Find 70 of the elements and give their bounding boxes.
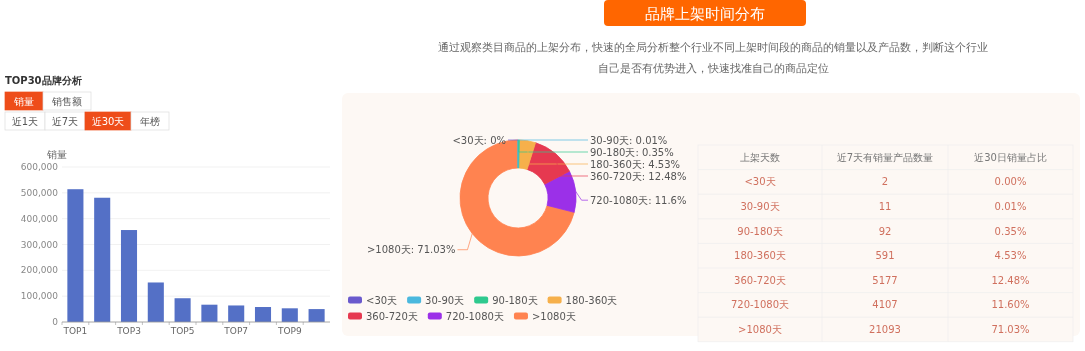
bar xyxy=(67,189,84,322)
y-tick-label: 500,000 xyxy=(20,187,59,198)
text: 近1天 xyxy=(11,115,39,127)
data-label: 92 xyxy=(878,225,892,237)
chart-title: TOP30品牌分析 xyxy=(5,75,82,86)
bar xyxy=(281,308,298,322)
x-tick-label: TOP5 xyxy=(169,326,195,336)
category-label: 30-90天 xyxy=(740,201,780,212)
text: 近7天 xyxy=(51,115,79,127)
x-tick-label: TOP9 xyxy=(276,326,302,336)
data-label: 591 xyxy=(875,250,895,262)
text: 上架天数 xyxy=(740,151,780,163)
bar xyxy=(174,298,191,322)
text: 近30日销量占比 xyxy=(974,151,1047,163)
data-label: 90-180天: 0.35% xyxy=(590,146,674,158)
data-label: 0.00% xyxy=(994,176,1027,188)
y-axis-title: 销量 xyxy=(46,149,67,160)
x-tick-label: TOP1 xyxy=(62,326,88,336)
data-label: 0.35% xyxy=(994,225,1027,237)
text: 通过观察类目商品的上架分布，快速的全局分析整个行业不同上架时间段的商品的销量以及产品数，判断这个行业自己是否有优势进入，快速找准自己的商品定位 xyxy=(438,41,988,75)
legend-label: <30天 xyxy=(366,294,398,306)
data-label: 30-90天: 0.01% xyxy=(590,134,668,146)
bar xyxy=(120,230,138,322)
data-label: 360-720天: 12.48% xyxy=(590,170,687,182)
data-label: 180-360天: 4.53% xyxy=(590,158,681,170)
text: <30天: 0% xyxy=(452,134,506,146)
legend-label: 30-90天 xyxy=(425,294,465,306)
category-label: >1080天 xyxy=(738,324,782,335)
text: 销量 xyxy=(13,95,34,107)
bar xyxy=(94,197,111,322)
data-label: 0.01% xyxy=(994,201,1027,212)
text: 销售额 xyxy=(51,95,82,107)
category-label: <30天 xyxy=(744,176,776,188)
data-label: 11 xyxy=(878,201,892,212)
y-tick-label: 300,000 xyxy=(20,239,59,250)
y-tick-label: 600,000 xyxy=(20,162,59,172)
category-label: 360-720天 xyxy=(734,274,786,286)
data-label: 2 xyxy=(881,176,889,188)
bar xyxy=(254,307,272,322)
data-label: 4107 xyxy=(872,299,898,311)
data-label: 4.53% xyxy=(994,250,1027,262)
bar xyxy=(147,282,164,322)
legend-label: 360-720天 xyxy=(366,310,418,322)
data-label: 12.48% xyxy=(991,274,1030,286)
bar xyxy=(201,304,218,322)
data-label: 71.03% xyxy=(991,324,1030,335)
legend-label: 90-180天 xyxy=(492,294,538,306)
data-label: 21093 xyxy=(869,324,901,335)
y-tick-label: 100,000 xyxy=(20,291,59,302)
text: 近30天 xyxy=(91,115,125,127)
series-label: 近7天有销量产品数量 xyxy=(836,151,934,163)
text: 年榜 xyxy=(140,115,160,127)
data-label: 11.60% xyxy=(991,299,1030,311)
category-label: 180-360天 xyxy=(734,250,786,262)
y-tick-label: 0 xyxy=(52,317,59,327)
x-tick-label: TOP3 xyxy=(116,326,141,336)
data-label: 5177 xyxy=(872,274,898,286)
legend-label: 720-1080天 xyxy=(445,310,504,322)
x-tick-label: TOP7 xyxy=(223,326,249,336)
data-label: >1080天: 71.03% xyxy=(366,244,456,256)
data-label: 720-1080天: 11.6% xyxy=(590,194,687,206)
category-label: 90-180天 xyxy=(737,225,783,237)
bar xyxy=(308,309,325,322)
y-tick-label: 400,000 xyxy=(20,213,59,224)
legend-label: >1080天 xyxy=(531,310,576,322)
legend-label: 180-360天 xyxy=(565,294,618,306)
text: 品牌上架时间分布 xyxy=(645,5,765,23)
y-tick-label: 200,000 xyxy=(20,265,59,276)
bar xyxy=(228,305,245,322)
category-label: 720-1080天 xyxy=(730,299,790,311)
